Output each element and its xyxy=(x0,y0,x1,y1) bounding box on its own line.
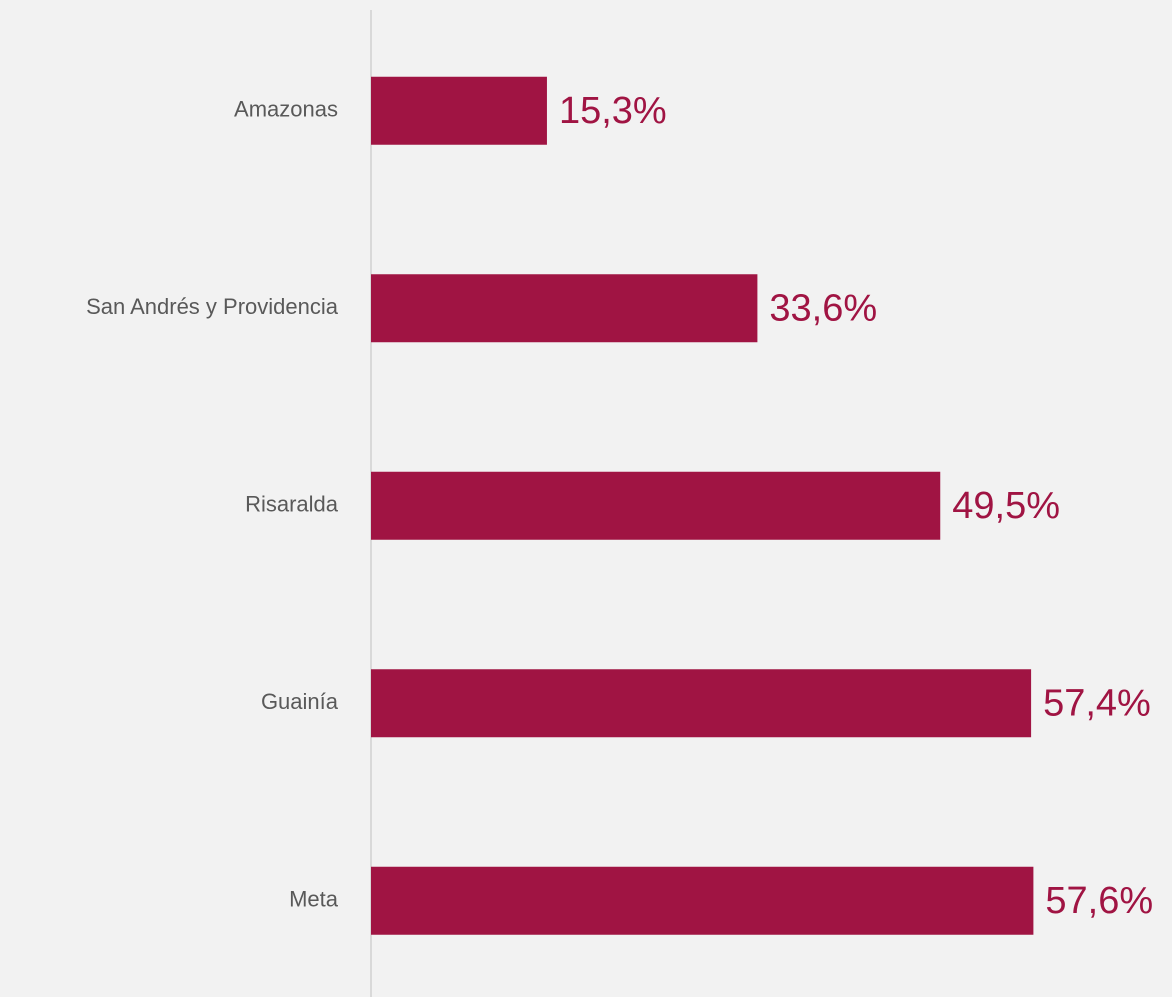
category-label: Risaralda xyxy=(245,492,339,517)
value-label: 49,5% xyxy=(952,485,1060,527)
bar xyxy=(371,76,547,145)
value-label: 57,4% xyxy=(1043,682,1151,724)
value-label: 57,6% xyxy=(1045,880,1153,922)
category-label: Meta xyxy=(289,887,339,912)
bar xyxy=(371,274,758,343)
category-label: Guainía xyxy=(261,689,339,714)
bar xyxy=(371,866,1034,935)
value-label: 33,6% xyxy=(769,287,877,329)
value-label: 15,3% xyxy=(559,90,667,132)
category-label: San Andrés y Providencia xyxy=(86,294,339,319)
category-label: Amazonas xyxy=(234,97,338,122)
bar xyxy=(371,471,941,540)
bar xyxy=(371,669,1032,738)
